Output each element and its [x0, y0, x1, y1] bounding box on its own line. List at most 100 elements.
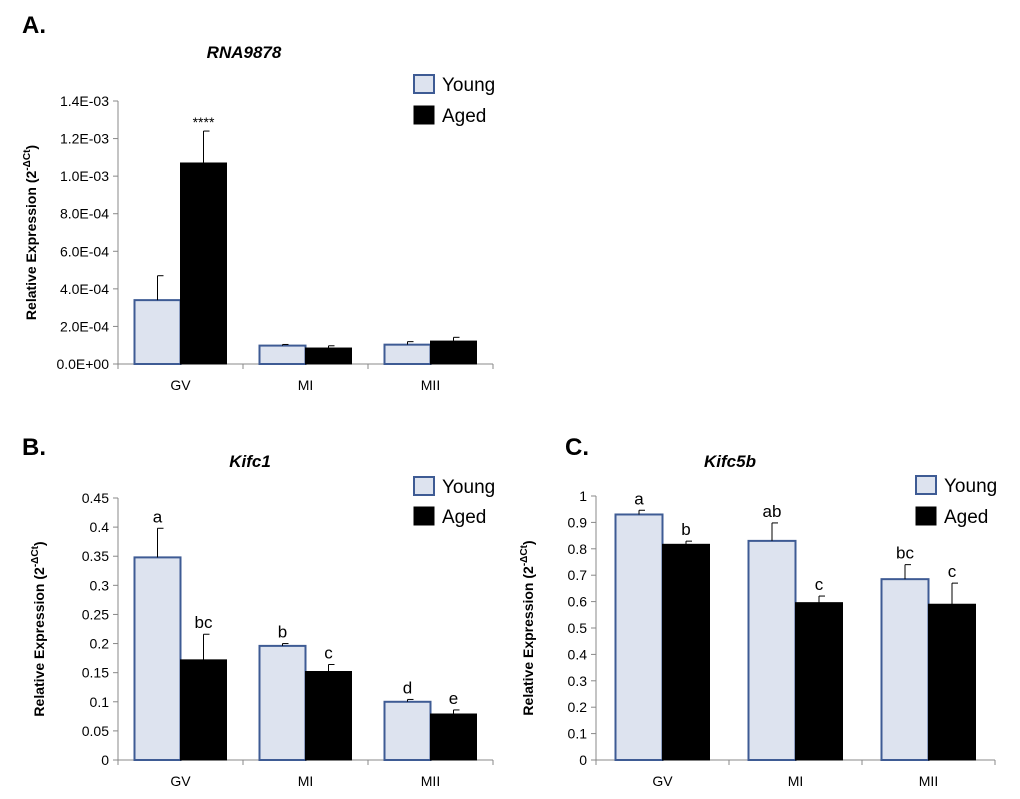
y-tick-label: 1: [579, 488, 587, 504]
y-tick-label: 6.0E-04: [60, 243, 109, 259]
x-tick-label: MI: [788, 773, 804, 789]
y-tick-label: 0.4: [90, 519, 110, 535]
bar-aged-mii: [928, 603, 976, 761]
legend-swatch-young: [915, 475, 937, 495]
x-tick-label: GV: [170, 377, 191, 393]
y-tick-label: 0.2: [568, 699, 588, 715]
x-tick-label: MI: [298, 377, 314, 393]
y-axis-label: Relative Expression (2-ΔCt): [30, 541, 47, 716]
significance-label: e: [449, 689, 458, 708]
y-axis-label-main: Relative Expression (2: [31, 567, 47, 717]
significance-label: bc: [896, 544, 914, 563]
y-tick-label: 0.45: [82, 490, 109, 506]
y-axis-label-close: ): [520, 540, 536, 545]
significance-label: c: [815, 575, 824, 594]
y-tick-label: 1.2E-03: [60, 131, 109, 147]
significance-label: c: [324, 644, 333, 663]
legend-swatch-aged: [413, 105, 435, 125]
legend-label-aged: Aged: [944, 507, 988, 528]
x-tick-label: MI: [298, 773, 314, 789]
significance-label: a: [634, 489, 644, 508]
panel-label: A.: [22, 12, 46, 39]
y-tick-label: 0.9: [568, 514, 588, 530]
significance-label: d: [403, 678, 412, 697]
y-axis-label-close: ): [31, 541, 47, 546]
legend-swatch-aged: [413, 506, 435, 526]
significance-label: a: [153, 507, 163, 526]
y-tick-label: 4.0E-04: [60, 281, 109, 297]
y-tick-label: 0.8: [568, 541, 588, 557]
bar-young-gv: [133, 556, 182, 761]
bar-young-mii: [880, 578, 930, 761]
x-tick-label: MII: [421, 377, 440, 393]
y-tick-label: 0.05: [82, 723, 109, 739]
y-tick-label: 0.1: [568, 726, 588, 742]
panel-c-kifc5b-chart: C. Kifc5b Relative Expression (2-ΔCt) 0 0.1 0…: [519, 434, 997, 789]
chart-title: RNA9878: [207, 43, 282, 62]
legend-label-young: Young: [944, 476, 997, 497]
y-tick-label: 0.3: [568, 673, 588, 689]
legend-swatch-aged: [915, 506, 937, 526]
legend-label-aged: Aged: [442, 106, 486, 127]
panel-label: C.: [565, 434, 589, 461]
y-tick-label: 0.1: [90, 694, 110, 710]
legend-label-young: Young: [442, 477, 495, 498]
y-axis-label-superscript: -ΔCt: [30, 545, 41, 567]
panel-b-kifc1-chart: B. Kifc1 Relative Expression (2-ΔCt) 0 0.05 0…: [22, 434, 495, 789]
bar-aged-mi: [795, 602, 843, 761]
significance-label: ab: [763, 502, 782, 521]
significance-label: b: [681, 520, 690, 539]
significance-label: c: [948, 562, 957, 581]
y-tick-label: 0.15: [82, 665, 109, 681]
bar-young-mii: [383, 700, 432, 761]
chart-title: Kifc5b: [704, 452, 756, 471]
y-axis-label-close: ): [23, 145, 39, 150]
significance-label: b: [278, 623, 287, 642]
y-axis-label-main: Relative Expression (2: [23, 170, 39, 320]
y-axis-label-main: Relative Expression (2: [520, 566, 536, 716]
y-tick-label: 0.2: [90, 636, 110, 652]
y-axis-label: Relative Expression (2-ΔCt): [22, 145, 39, 320]
bar-aged-gv: [662, 543, 710, 761]
bar-young-mii: [383, 343, 432, 366]
x-tick-label: GV: [652, 773, 673, 789]
panel-a-rna9878-chart: A. RNA9878 Relative Expression (2-ΔCt) 0.0E…: [22, 12, 495, 393]
bar-young-mi: [258, 644, 307, 762]
significance-label: bc: [195, 613, 213, 632]
y-tick-label: 1.4E-03: [60, 93, 109, 109]
y-tick-label: 0.3: [90, 577, 110, 593]
y-tick-label: 2.0E-04: [60, 318, 109, 334]
bar-aged-mii: [430, 713, 477, 761]
bar-young-mi: [258, 344, 307, 365]
significance-label: ****: [193, 114, 215, 130]
legend-label-aged: Aged: [442, 507, 486, 528]
bar-young-mi: [747, 539, 797, 761]
chart-title: Kifc1: [229, 452, 271, 471]
bar-young-gv: [614, 513, 664, 761]
y-tick-label: 8.0E-04: [60, 206, 109, 222]
panel-label: B.: [22, 434, 46, 461]
y-tick-label: 0.35: [82, 548, 109, 564]
x-tick-label: GV: [170, 773, 191, 789]
y-tick-label: 0.4: [568, 646, 588, 662]
y-tick-label: 0.25: [82, 606, 109, 622]
y-tick-label: 0.6: [568, 594, 588, 610]
bar-aged-mi: [305, 347, 352, 365]
y-axis-label: Relative Expression (2-ΔCt): [519, 540, 536, 715]
legend-swatch-young: [413, 476, 435, 496]
y-tick-label: 0.0E+00: [56, 356, 109, 372]
bar-young-gv: [133, 299, 182, 365]
x-tick-label: MII: [421, 773, 440, 789]
bar-aged-gv: [180, 162, 227, 365]
bar-aged-mii: [430, 340, 477, 365]
y-tick-label: 0.5: [568, 620, 588, 636]
y-axis-label-superscript: -ΔCt: [22, 149, 33, 171]
y-tick-label: 0.7: [568, 567, 588, 583]
bar-aged-gv: [180, 659, 227, 761]
y-tick-label: 1.0E-03: [60, 168, 109, 184]
y-tick-label: 0: [101, 752, 109, 768]
y-tick-label: 0: [579, 752, 587, 768]
legend-swatch-young: [413, 74, 435, 94]
y-axis-label-superscript: -ΔCt: [519, 544, 530, 566]
